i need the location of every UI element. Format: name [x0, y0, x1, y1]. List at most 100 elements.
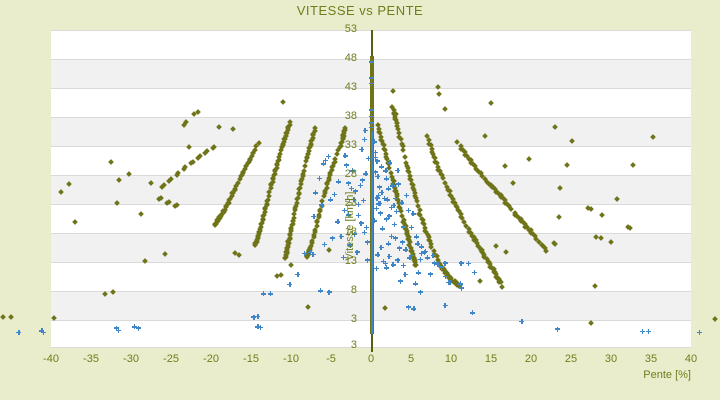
data-point-blue — [377, 184, 382, 190]
data-point-blue — [328, 197, 334, 203]
data-point-blue — [396, 181, 402, 187]
data-point-blue — [392, 221, 398, 227]
data-point-blue — [378, 244, 384, 250]
y-tick-label: 38 — [344, 110, 357, 122]
data-point-blue — [323, 157, 328, 163]
data-point-blue — [317, 175, 322, 181]
data-point-blue — [301, 250, 307, 256]
y-tick-label: 43 — [344, 81, 357, 93]
data-point-blue — [419, 244, 424, 250]
x-tick-label: -15 — [243, 353, 259, 365]
data-point-blue — [369, 107, 374, 113]
data-point-blue — [379, 164, 384, 170]
data-point-blue — [349, 185, 354, 191]
data-point-blue — [416, 270, 422, 276]
data-point-blue — [385, 241, 391, 247]
data-point-blue — [310, 251, 316, 257]
x-tick-label: -10 — [283, 353, 299, 365]
data-point-blue — [697, 330, 702, 336]
data-point-blue — [358, 220, 364, 226]
data-point-blue — [555, 326, 560, 332]
data-point-blue — [361, 229, 367, 235]
data-point-blue — [425, 255, 430, 261]
data-point-blue — [417, 257, 423, 263]
data-point-blue — [375, 252, 381, 258]
data-point-blue — [342, 153, 348, 159]
data-point-blue — [16, 330, 22, 336]
data-point-blue — [465, 261, 471, 267]
data-point-blue — [369, 75, 374, 81]
data-point-blue — [386, 213, 392, 219]
x-tick-label: 15 — [484, 353, 498, 365]
data-point-blue — [393, 196, 398, 202]
data-point-blue — [313, 190, 318, 196]
data-point-blue — [363, 171, 369, 177]
data-point-blue — [421, 249, 427, 255]
data-point-blue — [374, 158, 380, 164]
data-point-blue — [352, 231, 358, 237]
data-point-blue — [268, 291, 274, 297]
x-tick-label: -30 — [123, 353, 139, 365]
data-point-blue — [384, 265, 390, 271]
data-point-blue — [405, 207, 411, 213]
x-tick-label: 35 — [644, 353, 658, 365]
x-tick-label: 30 — [604, 353, 618, 365]
data-point-blue — [385, 197, 390, 203]
data-point-blue — [428, 271, 434, 277]
data-point-blue — [321, 161, 326, 167]
data-point-blue — [338, 233, 344, 239]
data-point-blue — [397, 245, 402, 251]
data-point-blue — [389, 183, 395, 189]
data-point-blue — [402, 272, 408, 278]
y-tick-label: 33 — [344, 139, 357, 151]
data-point-blue — [459, 285, 464, 291]
data-point-blue — [384, 176, 390, 182]
data-point-olive — [8, 314, 14, 320]
x-tick-label: -5 — [326, 353, 336, 365]
data-point-blue — [442, 302, 448, 308]
y-tick-label: 13 — [344, 255, 357, 267]
data-point-blue — [341, 254, 346, 260]
data-point-blue — [379, 189, 385, 195]
data-point-blue — [472, 269, 478, 275]
x-tick-label: 0 — [367, 353, 375, 365]
data-point-blue — [329, 235, 335, 241]
data-point-blue — [295, 272, 301, 278]
data-point-blue — [375, 174, 381, 180]
data-point-blue — [377, 210, 383, 216]
data-point-blue — [373, 265, 379, 271]
data-point-blue — [344, 162, 350, 168]
y-tick-label: 23 — [344, 197, 357, 209]
data-point-blue — [361, 137, 367, 143]
data-point-blue — [311, 214, 317, 220]
data-point-blue — [395, 257, 401, 263]
data-point-blue — [419, 250, 424, 256]
data-point-blue — [335, 219, 341, 225]
data-point-blue — [255, 313, 261, 319]
x-tick-label: -35 — [83, 353, 99, 365]
y-tick-label: 28 — [344, 168, 357, 180]
data-point-blue — [354, 249, 360, 255]
data-point-blue — [369, 124, 374, 130]
data-point-blue — [116, 327, 122, 333]
data-point-blue — [39, 328, 45, 334]
x-axis-label: Pente [%] — [643, 369, 691, 381]
data-point-blue — [397, 278, 403, 284]
y-tick-label: 18 — [344, 226, 357, 238]
data-point-blue — [383, 261, 388, 267]
data-point-blue — [407, 255, 413, 261]
x-tick-label: -20 — [203, 353, 219, 365]
data-point-blue — [387, 160, 393, 166]
data-point-blue — [373, 149, 378, 155]
data-point-blue — [403, 247, 409, 253]
y-tick-label: 3 — [350, 313, 357, 325]
data-point-blue — [400, 239, 406, 245]
data-point-blue — [365, 257, 370, 263]
x-tick-label: -40 — [43, 353, 59, 365]
data-point-blue — [349, 168, 355, 174]
chart-title: VITESSE vs PENTE — [296, 3, 424, 18]
y-axis-label: Vitesse [km/h] — [344, 191, 356, 261]
data-point-blue — [113, 325, 119, 331]
data-point-blue — [345, 180, 351, 186]
series-blue-layer — [16, 30, 702, 348]
